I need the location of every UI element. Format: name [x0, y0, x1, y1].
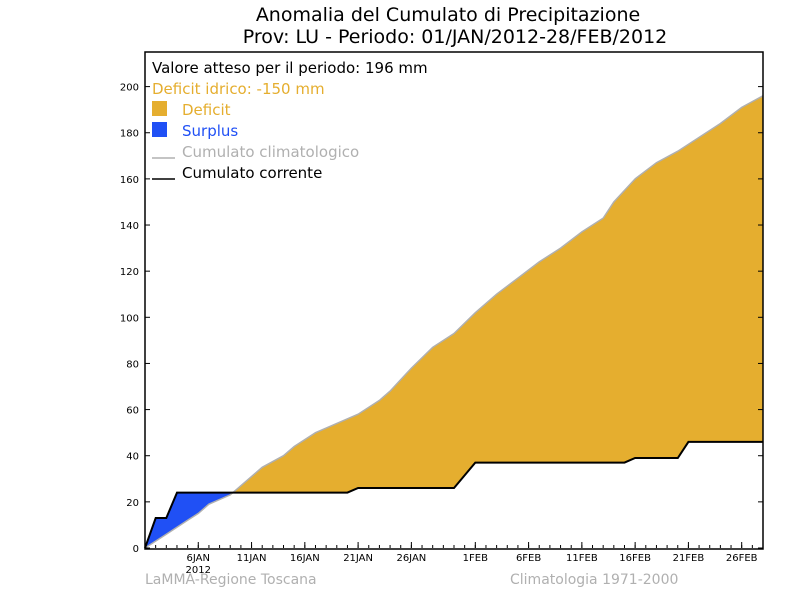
- plot-frame: [144, 51, 764, 550]
- x-tick-label: 6FEB: [516, 553, 541, 564]
- y-tick-label: 200: [120, 83, 139, 94]
- chart-title-line1: Anomalia del Cumulato di Precipitazione: [256, 4, 640, 26]
- y-tick-label: 40: [126, 452, 139, 463]
- footer-climatology: Climatologia 1971-2000: [510, 572, 678, 588]
- x-year-label: 2012: [186, 565, 211, 576]
- y-tick-label: 100: [120, 313, 139, 324]
- y-tick-label: 20: [126, 498, 139, 509]
- fill-layer: [145, 95, 763, 549]
- y-tick-label: 80: [126, 359, 139, 370]
- y-tick-label: 160: [120, 175, 139, 186]
- x-axis: 6JAN 11JAN 16JAN 21JAN 26JAN 1FEB 6FEB 11FEB 16F…: [144, 542, 764, 576]
- y-tick-label: 140: [120, 221, 139, 232]
- line-layer: [144, 95, 764, 549]
- legend-label: Cumulato climatologico: [182, 143, 359, 161]
- legend-label: Cumulato corrente: [182, 164, 322, 182]
- x-tick-label: 11JAN: [237, 553, 267, 564]
- y-axis: 0 20 40 60 80 100 120 140 160 180 200: [120, 83, 763, 555]
- x-tick-label: 21JAN: [343, 553, 373, 564]
- y-tick-label: 60: [126, 406, 139, 417]
- x-tick-label: 21FEB: [673, 553, 705, 564]
- y-tick-label: 120: [120, 267, 139, 278]
- x-tick-label: 16FEB: [619, 553, 651, 564]
- legend: Deficit Surplus Cumulato climatologico Cumu…: [152, 101, 359, 182]
- x-tick-label: 26FEB: [726, 553, 758, 564]
- x-tick-label: 26JAN: [396, 553, 426, 564]
- deficit-area: [145, 95, 763, 549]
- x-tick-label: 11FEB: [566, 553, 598, 564]
- legend-swatch-surplus: [152, 122, 167, 137]
- legend-label: Surplus: [182, 122, 238, 140]
- x-tick-label: 6JAN: [187, 553, 210, 564]
- y-tick-label: 0: [133, 544, 139, 555]
- x-tick-label: 1FEB: [463, 553, 488, 564]
- x-tick-label: 16JAN: [290, 553, 320, 564]
- legend-swatch-deficit: [152, 101, 167, 116]
- footer-source: LaMMA-Regione Toscana: [145, 572, 317, 588]
- y-tick-label: 180: [120, 129, 139, 140]
- expected-value-annotation: Valore atteso per il periodo: 196 mm: [152, 59, 428, 77]
- legend-label: Deficit: [182, 101, 231, 119]
- series-line-corrente: [144, 440, 763, 549]
- deficit-annotation: Deficit idrico: -150 mm: [152, 80, 325, 98]
- chart-title-line2: Prov: LU - Periodo: 01/JAN/2012-28/FEB/2…: [243, 26, 668, 48]
